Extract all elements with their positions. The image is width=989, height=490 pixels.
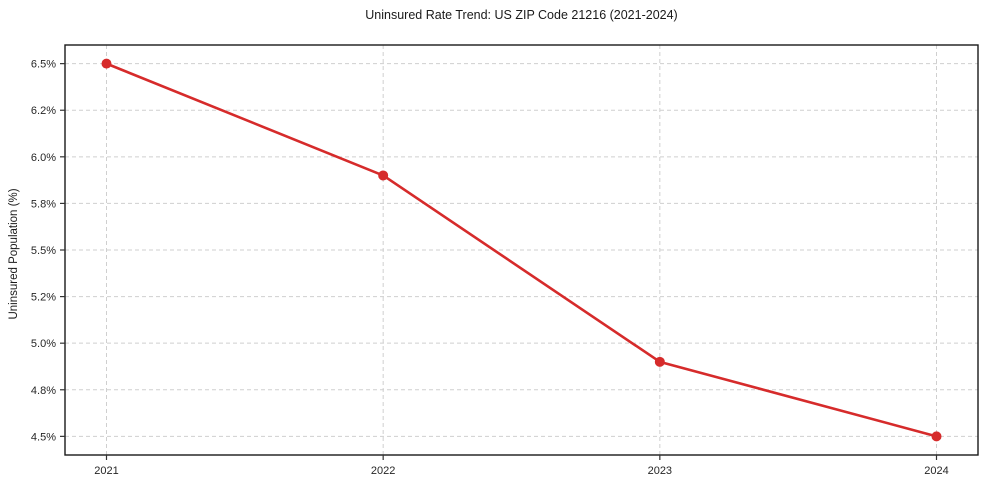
data-point-marker [654,356,665,367]
y-tick-label: 6.2% [31,105,56,117]
x-tick-label: 2021 [94,465,118,477]
y-tick-label: 5.0% [31,338,56,350]
chart-title: Uninsured Rate Trend: US ZIP Code 21216 … [365,8,678,22]
data-point-marker [378,170,389,181]
y-tick-label: 4.8% [31,385,56,397]
data-point-marker [101,58,112,69]
y-tick-label: 5.2% [31,292,56,304]
y-tick-label: 6.5% [31,59,56,71]
trend-line [105,62,938,438]
y-tick-label: 5.5% [31,245,56,257]
x-tick-label: 2023 [648,465,672,477]
y-tick-label: 4.5% [31,431,56,443]
y-tick-label: 5.8% [31,198,56,210]
x-tick-label: 2024 [924,465,948,477]
data-point-marker [931,431,942,442]
x-tick-label: 2022 [371,465,395,477]
y-tick-label: 6.0% [31,152,56,164]
